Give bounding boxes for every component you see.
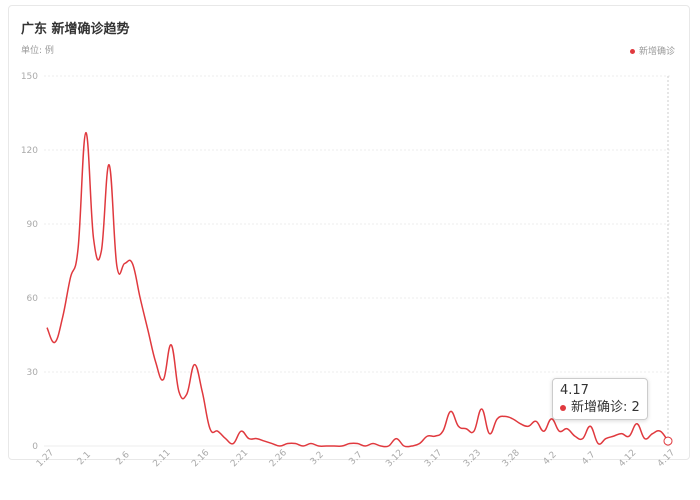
y-tick-label: 90 (27, 220, 39, 230)
tooltip-series: 新增确诊 (571, 400, 632, 415)
x-tick-label: 3.17 (423, 448, 444, 469)
x-tick-label: 2.11 (151, 448, 172, 469)
x-tick-label: 4.7 (580, 450, 597, 467)
x-tick-label: 4.17 (656, 448, 677, 469)
legend[interactable]: 新增确诊 (629, 44, 675, 57)
x-tick-label: 3.23 (462, 448, 483, 469)
x-tick-label: 2.21 (229, 448, 250, 469)
point-marker (663, 436, 673, 446)
tooltip-title: 4.17 (560, 383, 589, 398)
line (46, 131, 669, 448)
tooltip-value: 2 (631, 400, 640, 415)
x-tick-label: 3.28 (501, 448, 522, 469)
legend-marker (629, 49, 635, 54)
tooltip-marker (560, 404, 566, 411)
x-tick-label: 1.27 (35, 448, 56, 469)
x-tick-label: 4.2 (542, 450, 559, 467)
x-tick-label: 2.16 (190, 448, 211, 469)
chart-card: 广东 新增确诊趋势 单位: 例 新增确诊 (8, 5, 690, 460)
x-tick-label: 3.7 (347, 450, 364, 467)
y-tick-label: 60 (27, 294, 39, 304)
y-tick-label: 120 (21, 146, 38, 156)
chart-title: 广东 新增确诊趋势 (21, 22, 130, 37)
x-tick-label: 3.12 (384, 448, 405, 469)
legend-label: 新增确诊 (638, 47, 675, 57)
x-tick-label: 4.12 (617, 448, 638, 469)
chart-subtitle: 单位: 例 (21, 46, 54, 56)
tooltip: 4.17 新增确诊2 (552, 378, 648, 420)
x-tick-label: 3.2 (309, 450, 326, 467)
y-tick-label: 150 (21, 72, 38, 82)
y-tick-label: 0 (32, 442, 38, 452)
y-tick-label: 30 (27, 368, 39, 378)
x-tick-label: 2.26 (268, 448, 289, 469)
x-tick-label: 2.1 (76, 450, 93, 467)
x-tick-label: 2.6 (115, 450, 132, 467)
